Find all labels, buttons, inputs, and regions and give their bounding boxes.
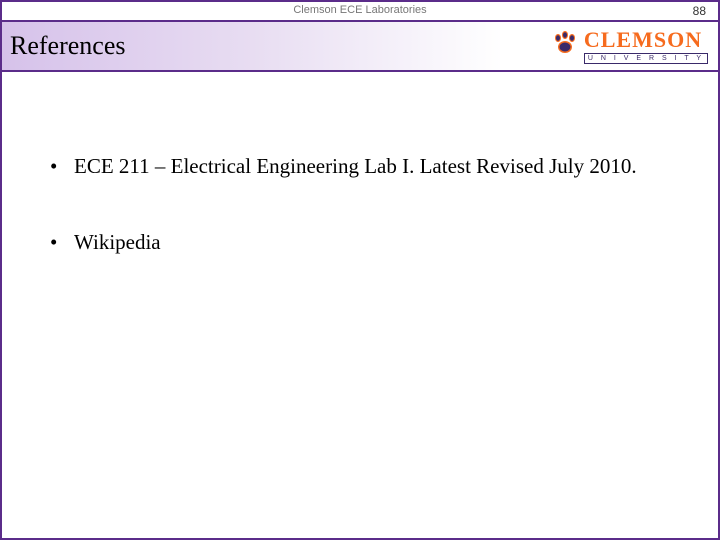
paw-icon xyxy=(550,29,580,64)
bullet-text: ECE 211 – Electrical Engineering Lab I. … xyxy=(74,154,637,178)
top-header: Clemson ECE Laboratories xyxy=(2,2,718,20)
bullet-text: Wikipedia xyxy=(74,230,161,254)
title-bar: References CLEMSON U N I V E R S I T Y xyxy=(2,20,718,72)
page-title: References xyxy=(10,31,125,61)
lab-label: Clemson ECE Laboratories xyxy=(293,4,426,16)
list-item: Wikipedia xyxy=(50,228,678,256)
logo-sub: U N I V E R S I T Y xyxy=(584,53,708,64)
logo-text: CLEMSON U N I V E R S I T Y xyxy=(584,29,708,64)
logo-main: CLEMSON xyxy=(584,29,702,51)
content-area: ECE 211 – Electrical Engineering Lab I. … xyxy=(50,152,678,305)
clemson-logo: CLEMSON U N I V E R S I T Y xyxy=(550,29,708,64)
page-number: 88 xyxy=(693,4,706,18)
list-item: ECE 211 – Electrical Engineering Lab I. … xyxy=(50,152,678,180)
slide-container: Clemson ECE Laboratories 88 References C… xyxy=(0,0,720,540)
bullet-list: ECE 211 – Electrical Engineering Lab I. … xyxy=(50,152,678,257)
